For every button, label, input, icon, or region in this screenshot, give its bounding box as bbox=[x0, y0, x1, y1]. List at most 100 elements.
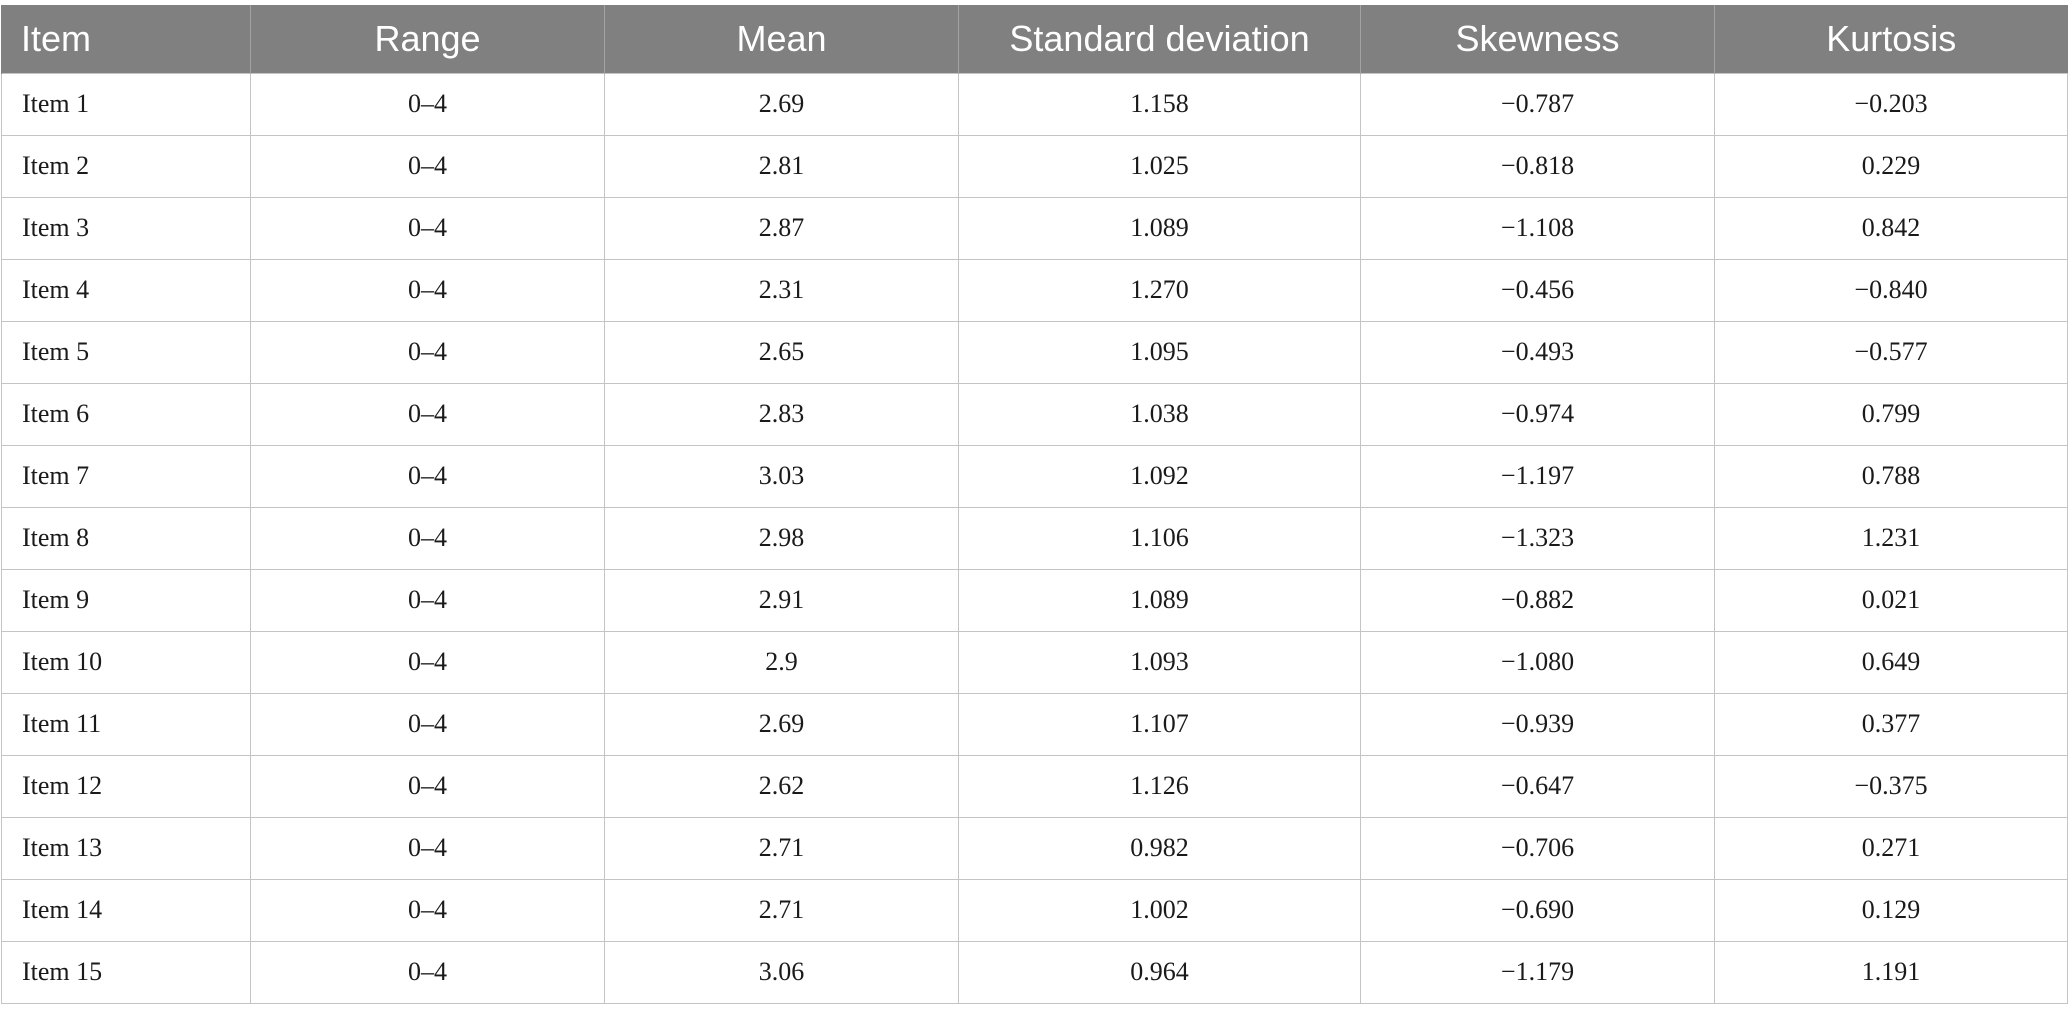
item-cell: Item 15 bbox=[1, 940, 251, 1004]
kurtosis-cell: −0.840 bbox=[1714, 258, 2068, 322]
header-standard-deviation: Standard deviation bbox=[958, 5, 1361, 73]
table-row: Item 3 0–4 2.87 1.089 −1.108 0.842 bbox=[1, 196, 2068, 260]
item-cell: Item 12 bbox=[1, 754, 251, 818]
range-cell: 0–4 bbox=[250, 878, 605, 942]
mean-cell: 2.31 bbox=[604, 258, 959, 322]
kurtosis-cell: 1.191 bbox=[1714, 940, 2068, 1004]
item-cell: Item 3 bbox=[1, 196, 251, 260]
skewness-cell: −0.974 bbox=[1360, 382, 1715, 446]
kurtosis-cell: 1.231 bbox=[1714, 506, 2068, 570]
table-row: Item 8 0–4 2.98 1.106 −1.323 1.231 bbox=[1, 506, 2068, 570]
table-row: Item 2 0–4 2.81 1.025 −0.818 0.229 bbox=[1, 134, 2068, 198]
item-cell: Item 10 bbox=[1, 630, 251, 694]
item-cell: Item 4 bbox=[1, 258, 251, 322]
standard-deviation-cell: 1.095 bbox=[958, 320, 1361, 384]
range-cell: 0–4 bbox=[250, 692, 605, 756]
mean-cell: 2.83 bbox=[604, 382, 959, 446]
kurtosis-cell: 0.129 bbox=[1714, 878, 2068, 942]
table-body: Item 1 0–4 2.69 1.158 −0.787 −0.203 Item 2 0–4 2… bbox=[1, 72, 2068, 1004]
skewness-cell: −0.493 bbox=[1360, 320, 1715, 384]
mean-cell: 2.9 bbox=[604, 630, 959, 694]
mean-cell: 2.62 bbox=[604, 754, 959, 818]
table-row: Item 12 0–4 2.62 1.126 −0.647 −0.375 bbox=[1, 754, 2068, 818]
table-row: Item 11 0–4 2.69 1.107 −0.939 0.377 bbox=[1, 692, 2068, 756]
skewness-cell: −0.647 bbox=[1360, 754, 1715, 818]
standard-deviation-cell: 1.158 bbox=[958, 72, 1361, 136]
mean-cell: 2.69 bbox=[604, 72, 959, 136]
kurtosis-cell: 0.271 bbox=[1714, 816, 2068, 880]
range-cell: 0–4 bbox=[250, 506, 605, 570]
item-cell: Item 11 bbox=[1, 692, 251, 756]
header-item: Item bbox=[1, 5, 251, 73]
item-cell: Item 1 bbox=[1, 72, 251, 136]
table-row: Item 9 0–4 2.91 1.089 −0.882 0.021 bbox=[1, 568, 2068, 632]
range-cell: 0–4 bbox=[250, 816, 605, 880]
item-cell: Item 8 bbox=[1, 506, 251, 570]
header-row: Item Range Mean Standard deviation Skewn… bbox=[1, 5, 2068, 73]
kurtosis-cell: −0.577 bbox=[1714, 320, 2068, 384]
mean-cell: 2.71 bbox=[604, 878, 959, 942]
skewness-cell: −0.939 bbox=[1360, 692, 1715, 756]
mean-cell: 2.71 bbox=[604, 816, 959, 880]
standard-deviation-cell: 1.093 bbox=[958, 630, 1361, 694]
standard-deviation-cell: 0.964 bbox=[958, 940, 1361, 1004]
range-cell: 0–4 bbox=[250, 72, 605, 136]
kurtosis-cell: 0.021 bbox=[1714, 568, 2068, 632]
kurtosis-cell: 0.842 bbox=[1714, 196, 2068, 260]
item-cell: Item 14 bbox=[1, 878, 251, 942]
header-kurtosis: Kurtosis bbox=[1714, 5, 2068, 73]
skewness-cell: −0.882 bbox=[1360, 568, 1715, 632]
mean-cell: 2.87 bbox=[604, 196, 959, 260]
kurtosis-cell: 0.649 bbox=[1714, 630, 2068, 694]
descriptive-statistics-table: Item Range Mean Standard deviation Skewn… bbox=[1, 5, 2068, 1004]
item-cell: Item 7 bbox=[1, 444, 251, 508]
standard-deviation-cell: 1.025 bbox=[958, 134, 1361, 198]
mean-cell: 2.81 bbox=[604, 134, 959, 198]
range-cell: 0–4 bbox=[250, 444, 605, 508]
mean-cell: 2.91 bbox=[604, 568, 959, 632]
kurtosis-cell: 0.799 bbox=[1714, 382, 2068, 446]
kurtosis-cell: 0.788 bbox=[1714, 444, 2068, 508]
header-skewness: Skewness bbox=[1360, 5, 1715, 73]
standard-deviation-cell: 1.092 bbox=[958, 444, 1361, 508]
table-row: Item 14 0–4 2.71 1.002 −0.690 0.129 bbox=[1, 878, 2068, 942]
range-cell: 0–4 bbox=[250, 134, 605, 198]
standard-deviation-cell: 1.270 bbox=[958, 258, 1361, 322]
item-cell: Item 2 bbox=[1, 134, 251, 198]
range-cell: 0–4 bbox=[250, 940, 605, 1004]
kurtosis-cell: 0.229 bbox=[1714, 134, 2068, 198]
skewness-cell: −1.179 bbox=[1360, 940, 1715, 1004]
skewness-cell: −0.787 bbox=[1360, 72, 1715, 136]
standard-deviation-cell: 1.126 bbox=[958, 754, 1361, 818]
standard-deviation-cell: 1.089 bbox=[958, 196, 1361, 260]
mean-cell: 3.03 bbox=[604, 444, 959, 508]
item-cell: Item 13 bbox=[1, 816, 251, 880]
range-cell: 0–4 bbox=[250, 568, 605, 632]
standard-deviation-cell: 1.107 bbox=[958, 692, 1361, 756]
mean-cell: 2.98 bbox=[604, 506, 959, 570]
table-row: Item 1 0–4 2.69 1.158 −0.787 −0.203 bbox=[1, 72, 2068, 136]
table-row: Item 15 0–4 3.06 0.964 −1.179 1.191 bbox=[1, 940, 2068, 1004]
range-cell: 0–4 bbox=[250, 382, 605, 446]
range-cell: 0–4 bbox=[250, 258, 605, 322]
skewness-cell: −0.456 bbox=[1360, 258, 1715, 322]
skewness-cell: −0.690 bbox=[1360, 878, 1715, 942]
range-cell: 0–4 bbox=[250, 320, 605, 384]
skewness-cell: −1.197 bbox=[1360, 444, 1715, 508]
skewness-cell: −0.706 bbox=[1360, 816, 1715, 880]
mean-cell: 2.65 bbox=[604, 320, 959, 384]
header-mean: Mean bbox=[604, 5, 959, 73]
range-cell: 0–4 bbox=[250, 630, 605, 694]
kurtosis-cell: −0.375 bbox=[1714, 754, 2068, 818]
skewness-cell: −1.108 bbox=[1360, 196, 1715, 260]
range-cell: 0–4 bbox=[250, 196, 605, 260]
table-row: Item 4 0–4 2.31 1.270 −0.456 −0.840 bbox=[1, 258, 2068, 322]
table-row: Item 13 0–4 2.71 0.982 −0.706 0.271 bbox=[1, 816, 2068, 880]
range-cell: 0–4 bbox=[250, 754, 605, 818]
table-row: Item 10 0–4 2.9 1.093 −1.080 0.649 bbox=[1, 630, 2068, 694]
table-row: Item 5 0–4 2.65 1.095 −0.493 −0.577 bbox=[1, 320, 2068, 384]
kurtosis-cell: −0.203 bbox=[1714, 72, 2068, 136]
header-range: Range bbox=[250, 5, 605, 73]
kurtosis-cell: 0.377 bbox=[1714, 692, 2068, 756]
standard-deviation-cell: 1.089 bbox=[958, 568, 1361, 632]
